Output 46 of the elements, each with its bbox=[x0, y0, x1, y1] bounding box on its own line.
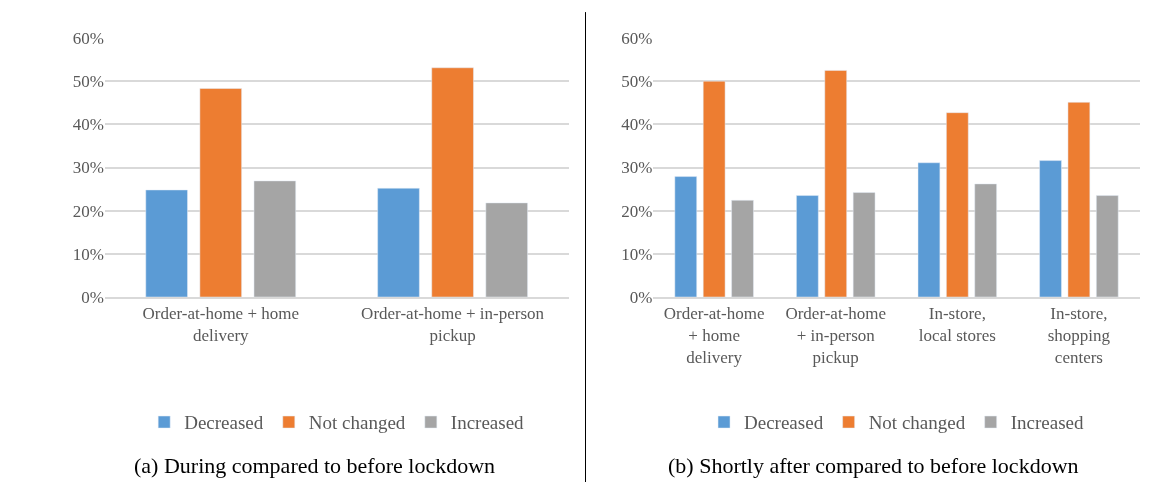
y-tick-label: 40% bbox=[621, 115, 653, 135]
y-tick-label: 30% bbox=[621, 158, 653, 178]
y-tick-label: 20% bbox=[621, 201, 653, 221]
bar bbox=[431, 67, 474, 297]
x-tick-label: Order-at-home + home delivery bbox=[142, 304, 300, 346]
bar bbox=[946, 112, 969, 297]
bar bbox=[917, 162, 941, 297]
x-tick-label: Order-at-home + in-person pickup bbox=[785, 304, 887, 368]
bar bbox=[485, 202, 528, 297]
bar bbox=[731, 200, 754, 297]
y-tick-label: 10% bbox=[72, 244, 104, 264]
legend-label: Increased bbox=[1010, 412, 1084, 434]
legend-label: Decreased bbox=[184, 412, 264, 434]
x-tick-label: In-store, local stores bbox=[918, 304, 996, 346]
bar bbox=[674, 176, 697, 297]
legend-label: Not changed bbox=[868, 412, 966, 434]
y-tick-label: 60% bbox=[72, 28, 104, 48]
y-tick-label: 60% bbox=[621, 28, 653, 48]
bar bbox=[1067, 102, 1091, 297]
text: (b) Shortly after compared to before lockdown bbox=[668, 453, 1079, 478]
x-tick-label: Order-at-home + home delivery bbox=[663, 304, 765, 368]
legend-label: Increased bbox=[450, 412, 525, 434]
bar bbox=[1039, 160, 1062, 297]
bar bbox=[702, 80, 726, 297]
bar bbox=[974, 183, 997, 297]
bar bbox=[253, 180, 296, 297]
x-tick-label: In-store, shopping centers bbox=[1047, 304, 1111, 368]
y-tick-label: 0% bbox=[81, 287, 104, 307]
bar bbox=[145, 189, 188, 297]
x-tick-label: Order-at-home + in-person pickup bbox=[361, 304, 545, 346]
text: (a) During compared to before lockdown bbox=[134, 453, 496, 478]
bar bbox=[796, 195, 819, 297]
bar bbox=[1096, 195, 1119, 297]
y-tick-label: 50% bbox=[621, 72, 653, 92]
bar bbox=[377, 187, 420, 297]
y-tick-label: 10% bbox=[621, 244, 653, 264]
bar bbox=[199, 88, 242, 297]
y-tick-label: 30% bbox=[72, 158, 104, 178]
y-tick-label: 20% bbox=[72, 201, 104, 221]
legend-label: Not changed bbox=[308, 412, 406, 434]
y-tick-label: 40% bbox=[72, 115, 104, 135]
bar bbox=[852, 192, 876, 297]
y-tick-label: 50% bbox=[72, 72, 104, 92]
bar bbox=[824, 70, 847, 297]
y-tick-label: 0% bbox=[629, 287, 653, 307]
legend-label: Decreased bbox=[744, 412, 824, 434]
